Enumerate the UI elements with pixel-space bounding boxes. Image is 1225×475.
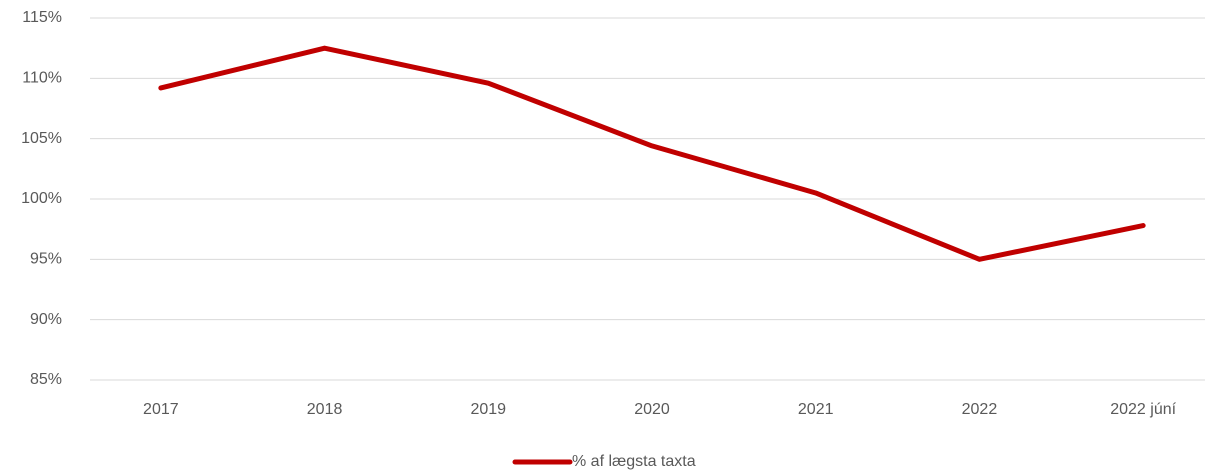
legend-label: % af lægsta taxta <box>572 453 696 470</box>
x-tick-label: 2022 <box>962 401 998 418</box>
x-tick-label: 2017 <box>143 401 179 418</box>
x-tick-label: 2021 <box>798 401 834 418</box>
y-tick-label: 85% <box>30 371 62 388</box>
data-line <box>158 45 1146 262</box>
x-tick-label: 2018 <box>307 401 343 418</box>
y-tick-label: 105% <box>21 130 62 147</box>
y-tick-label: 110% <box>22 70 62 87</box>
x-tick-label: 2022 júní <box>1110 401 1176 418</box>
y-tick-label: 100% <box>21 190 62 207</box>
y-tick-label: 90% <box>30 311 62 328</box>
y-tick-label: 95% <box>30 251 62 268</box>
x-tick-label: 2020 <box>634 401 670 418</box>
x-tick-label: 2019 <box>470 401 506 418</box>
y-tick-label: 115% <box>22 9 62 26</box>
